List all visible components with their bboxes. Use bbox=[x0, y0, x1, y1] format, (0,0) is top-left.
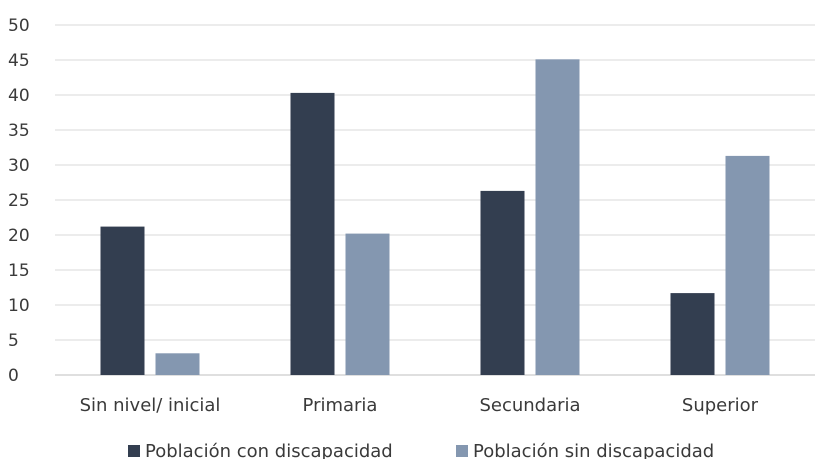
bar-con-discapacidad bbox=[670, 293, 715, 375]
bar-con-discapacidad bbox=[100, 226, 145, 375]
bar-con-discapacidad bbox=[480, 190, 525, 375]
y-axis-ticks: 0 5 10 15 20 25 30 35 40 45 50 bbox=[8, 16, 30, 386]
x-tick-label: Secundaria bbox=[479, 395, 580, 416]
y-tick-label: 10 bbox=[8, 296, 30, 316]
gridlines bbox=[55, 24, 815, 376]
legend-label: Población con discapacidad bbox=[145, 441, 393, 459]
x-tick-label: Sin nivel/ inicial bbox=[80, 395, 221, 416]
legend-swatch bbox=[128, 445, 140, 457]
bar-sin-discapacidad bbox=[535, 59, 580, 376]
y-tick-label: 30 bbox=[8, 156, 30, 176]
bar-sin-discapacidad bbox=[725, 155, 770, 375]
y-tick-label: 20 bbox=[8, 226, 30, 246]
bars bbox=[100, 59, 770, 376]
bar-sin-discapacidad bbox=[345, 233, 390, 375]
legend-swatch bbox=[456, 445, 468, 457]
bar-sin-discapacidad bbox=[155, 353, 200, 375]
x-tick-label: Primaria bbox=[303, 395, 378, 416]
y-tick-label: 25 bbox=[8, 191, 30, 211]
y-tick-label: 45 bbox=[8, 51, 30, 71]
y-tick-label: 0 bbox=[8, 366, 19, 386]
y-tick-label: 15 bbox=[8, 261, 30, 281]
y-tick-label: 35 bbox=[8, 121, 30, 141]
legend-label: Población sin discapacidad bbox=[473, 441, 714, 459]
y-tick-label: 40 bbox=[8, 86, 30, 106]
legend: Población con discapacidad Población sin … bbox=[128, 441, 714, 459]
y-tick-label: 50 bbox=[8, 16, 30, 36]
x-axis-ticks: Sin nivel/ inicial Primaria Secundaria Supe… bbox=[80, 395, 759, 416]
x-tick-label: Superior bbox=[682, 395, 759, 416]
y-tick-label: 5 bbox=[8, 331, 19, 351]
bar-con-discapacidad bbox=[290, 92, 335, 376]
